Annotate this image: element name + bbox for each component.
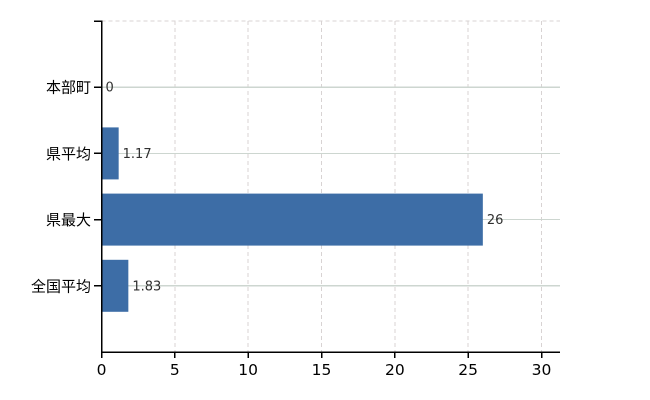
category-label-1: 県平均 — [46, 145, 91, 163]
value-label-1: 1.17 — [123, 147, 152, 162]
bar-2 — [101, 193, 483, 246]
value-label-2: 26 — [487, 213, 504, 228]
x-tick-label-30: 30 — [532, 361, 552, 379]
x-tick-label-20: 20 — [385, 361, 405, 379]
value-label-0: 0 — [106, 81, 114, 96]
x-tick-label-15: 15 — [312, 361, 332, 379]
bar-3 — [101, 259, 129, 312]
x-tick-label-10: 10 — [238, 361, 258, 379]
x-tick-label-25: 25 — [458, 361, 478, 379]
value-label-3: 1.83 — [132, 279, 161, 294]
x-tick-label-0: 0 — [97, 361, 107, 379]
category-label-2: 県最大 — [46, 211, 91, 229]
x-tick-label-5: 5 — [170, 361, 180, 379]
category-label-0: 本部町 — [46, 79, 91, 97]
bar-1 — [101, 127, 119, 180]
category-label-3: 全国平均 — [31, 277, 91, 295]
